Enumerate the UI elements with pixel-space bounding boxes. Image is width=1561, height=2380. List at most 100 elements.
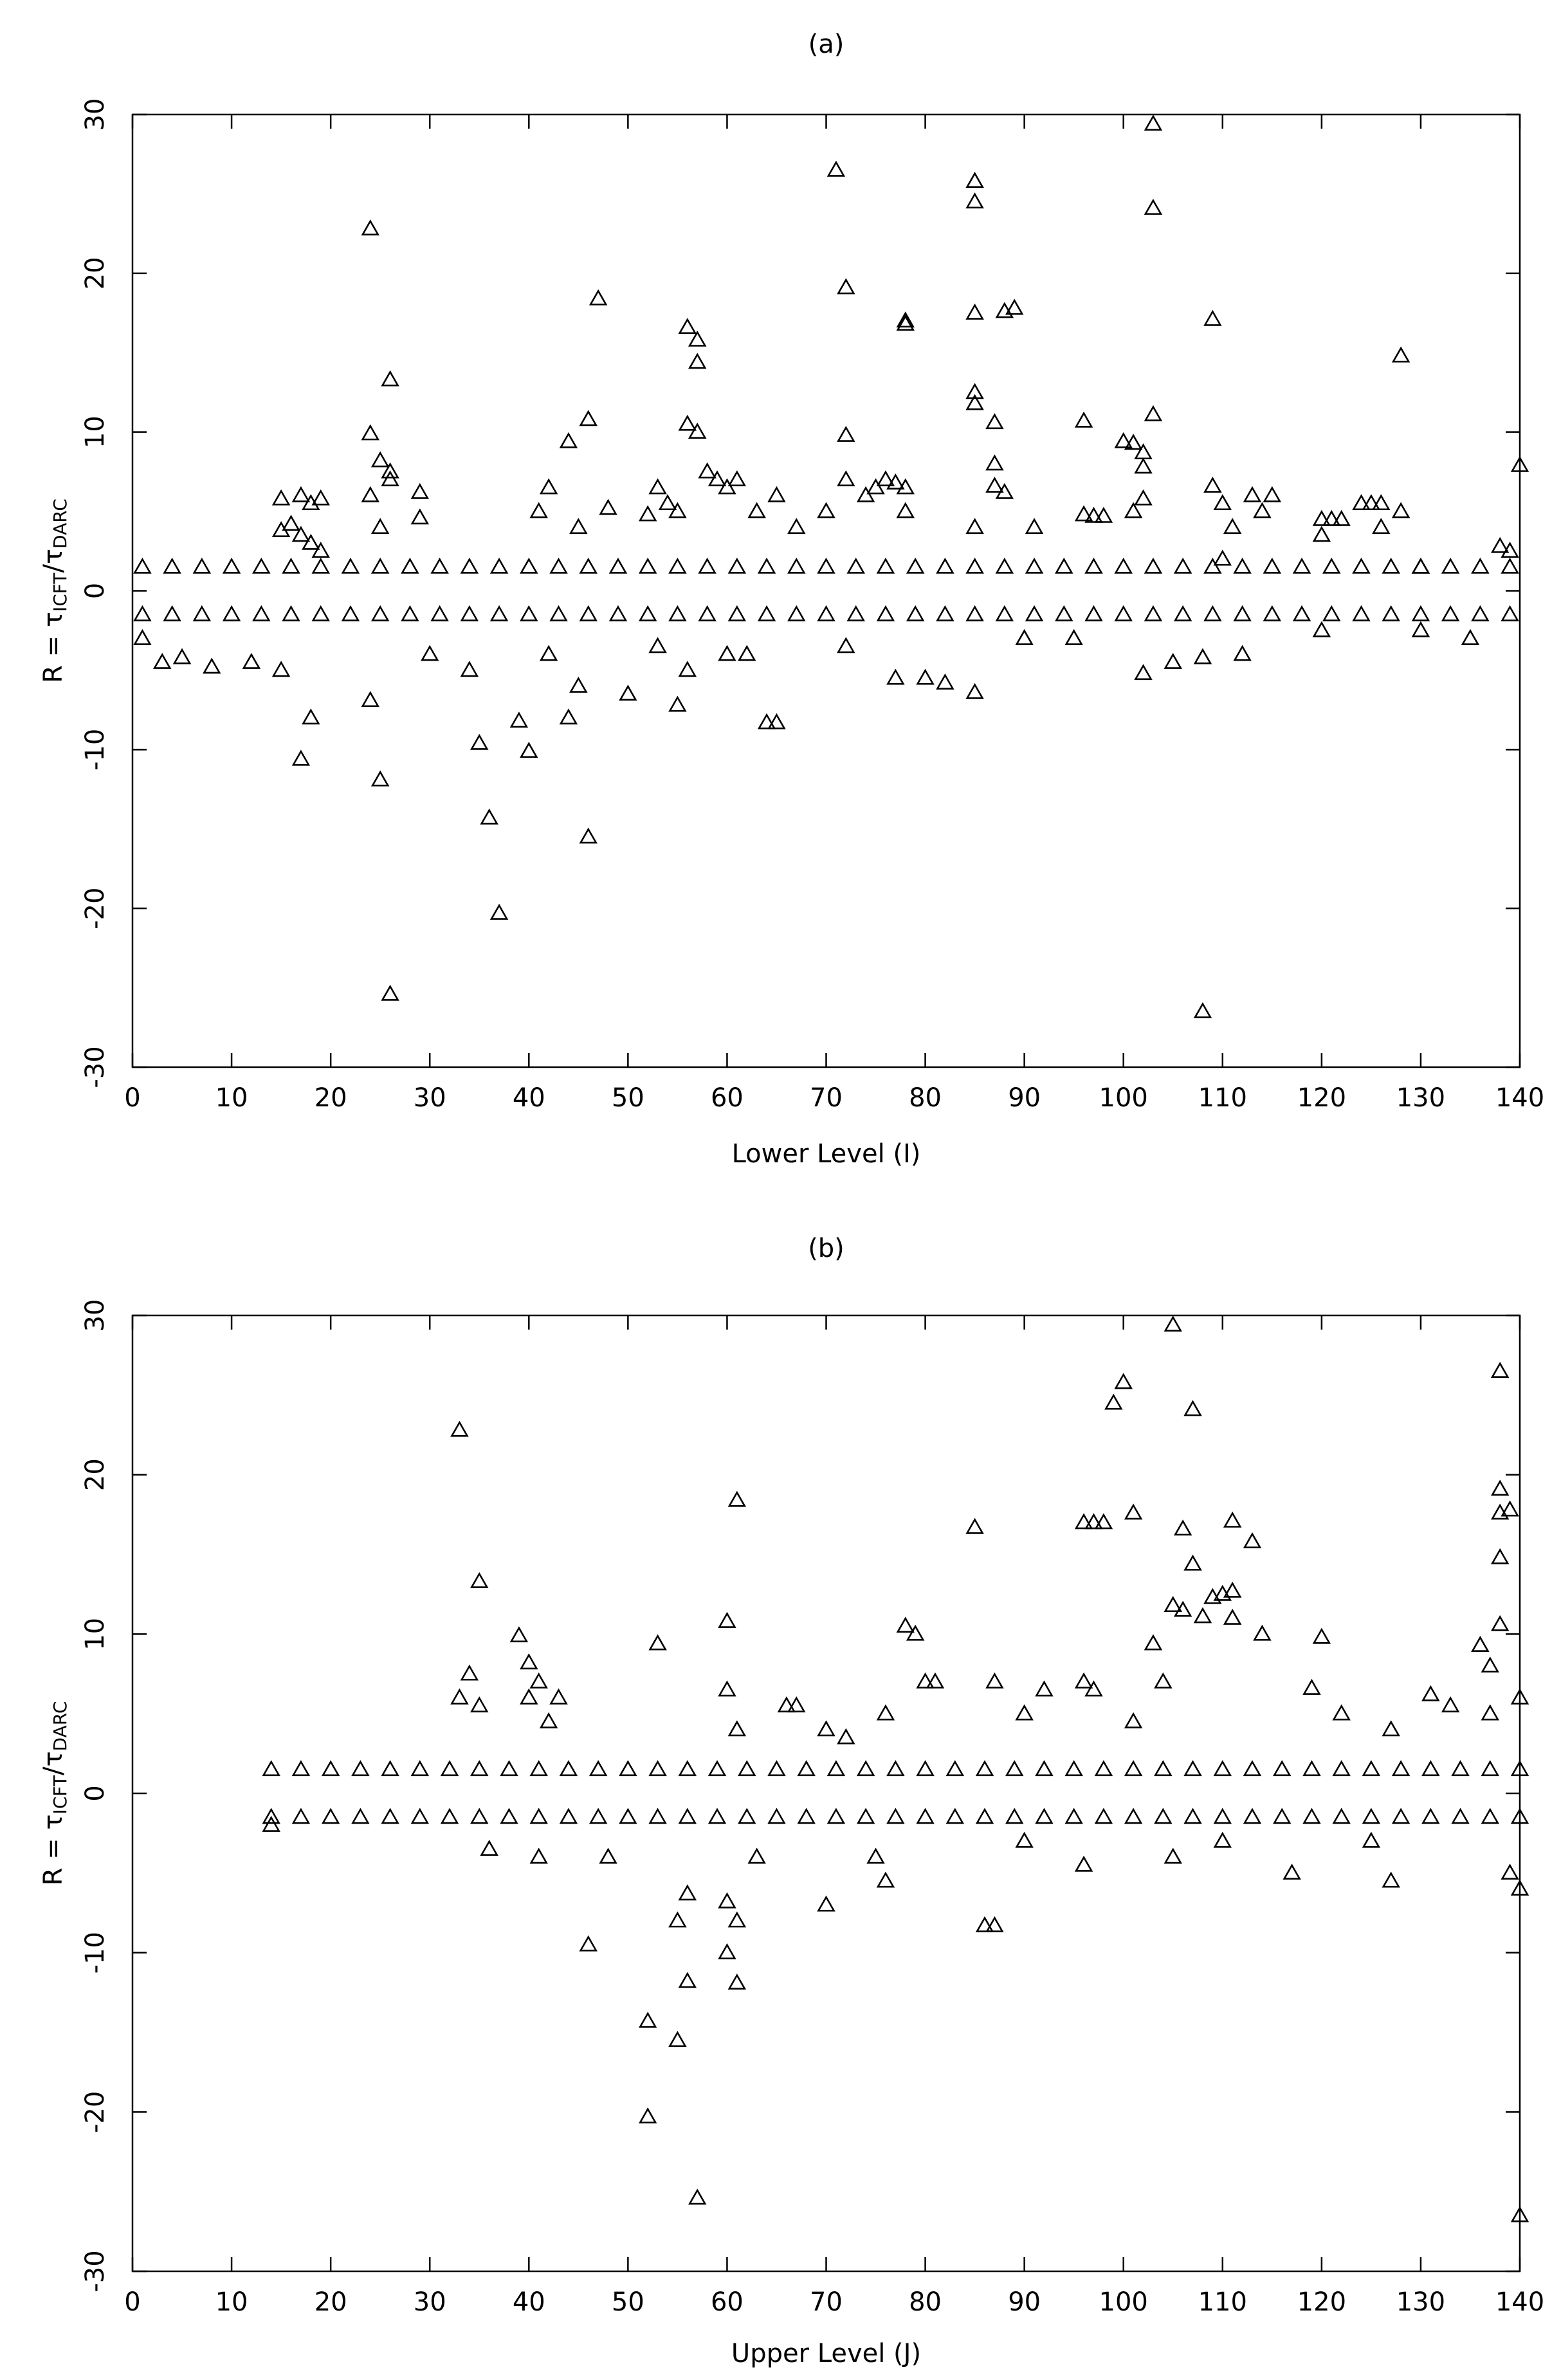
chart-title: (b) <box>808 1234 844 1263</box>
data-point <box>916 1672 935 1689</box>
data-point <box>311 605 330 621</box>
data-point <box>1391 1808 1410 1824</box>
data-point <box>589 1760 608 1777</box>
data-point <box>965 682 984 699</box>
data-point <box>668 695 687 712</box>
data-point <box>797 1808 816 1824</box>
data-point <box>817 557 835 574</box>
data-point <box>1173 1519 1192 1536</box>
data-point <box>1362 494 1381 511</box>
data-point <box>579 410 598 426</box>
data-point <box>1144 199 1163 215</box>
data-point <box>718 1611 736 1628</box>
data-point <box>282 557 300 574</box>
data-point <box>1203 309 1222 326</box>
data-point <box>856 1760 875 1777</box>
data-point <box>1510 1688 1529 1705</box>
data-point <box>1144 405 1163 421</box>
data-point <box>370 605 390 621</box>
data-point <box>520 557 538 574</box>
data-point <box>1074 1672 1093 1689</box>
y-tick-label: 30 <box>80 98 110 131</box>
y-tick-label: -20 <box>80 887 110 929</box>
data-point <box>1243 486 1262 502</box>
data-point <box>381 1808 399 1824</box>
data-point <box>529 1672 548 1689</box>
data-point <box>410 1760 430 1777</box>
data-point <box>1233 557 1252 574</box>
data-point <box>579 605 598 621</box>
data-point <box>1193 1002 1212 1018</box>
x-tick-label: 40 <box>513 1083 545 1113</box>
data-point <box>361 424 380 441</box>
data-point <box>1144 114 1163 131</box>
data-point <box>291 526 311 542</box>
data-point <box>757 713 776 729</box>
y-tick-label: -30 <box>80 2250 110 2292</box>
data-point <box>668 1911 687 1928</box>
data-point <box>1362 1808 1381 1824</box>
data-point <box>489 605 509 621</box>
y-tick-label: 0 <box>80 583 110 599</box>
data-point <box>1203 557 1222 574</box>
data-point <box>619 684 637 701</box>
data-point <box>936 605 954 621</box>
data-point <box>520 605 538 621</box>
chart-panel: (b)0 10 20 30 40 50 60 70 80 90 100 110 120 130 140-30… <box>39 1234 1544 2368</box>
data-point <box>817 1895 835 1912</box>
data-point <box>945 1760 965 1777</box>
data-point <box>1173 557 1192 574</box>
data-point <box>361 691 380 708</box>
data-point <box>1451 1808 1470 1824</box>
data-point <box>1015 1704 1034 1721</box>
data-point <box>1481 1808 1500 1824</box>
data-point <box>1391 346 1410 363</box>
y-label-sub: ICFT <box>50 572 71 612</box>
data-point <box>837 425 855 442</box>
data-point <box>975 1808 994 1824</box>
data-point <box>1134 457 1153 474</box>
data-point <box>826 1808 846 1824</box>
data-point <box>321 1808 340 1824</box>
y-axis-label: R = τICFT/τDARC <box>39 1701 71 1886</box>
y-label-sub: ICFT <box>50 1775 71 1814</box>
data-point <box>1094 1760 1113 1777</box>
data-point <box>252 557 271 574</box>
data-point <box>737 1808 756 1824</box>
data-point <box>1124 1808 1143 1824</box>
data-point <box>886 1808 905 1824</box>
data-point <box>1263 605 1282 621</box>
x-tick-label: 0 <box>124 1083 140 1113</box>
data-point <box>1164 1596 1182 1613</box>
data-point <box>1074 411 1093 428</box>
x-tick-label: 110 <box>1198 1083 1247 1113</box>
data-point <box>370 770 390 787</box>
x-tick-label: 120 <box>1297 1083 1346 1113</box>
x-tick-label: 100 <box>1099 2287 1148 2317</box>
data-point <box>876 605 895 621</box>
data-point <box>678 1760 697 1777</box>
data-point <box>767 1760 786 1777</box>
data-point <box>737 1760 756 1777</box>
x-tick-label: 50 <box>612 2287 644 2317</box>
data-point <box>638 557 657 574</box>
data-point <box>648 1634 667 1651</box>
data-point <box>1094 1513 1113 1530</box>
data-point <box>470 1696 489 1713</box>
data-point <box>906 1624 925 1641</box>
data-point <box>460 557 479 574</box>
data-point <box>1114 432 1133 448</box>
data-point <box>1134 489 1153 506</box>
x-tick-label: 70 <box>810 1083 843 1113</box>
data-point <box>608 605 628 621</box>
data-point <box>480 1840 498 1856</box>
data-point <box>1322 605 1341 621</box>
data-point <box>559 1760 578 1777</box>
x-tick-label: 140 <box>1495 1083 1544 1113</box>
data-point <box>401 605 419 621</box>
data-point <box>291 1760 311 1777</box>
data-point <box>698 557 717 574</box>
data-point <box>688 2188 707 2205</box>
data-point <box>302 708 320 725</box>
data-point <box>470 1760 489 1777</box>
